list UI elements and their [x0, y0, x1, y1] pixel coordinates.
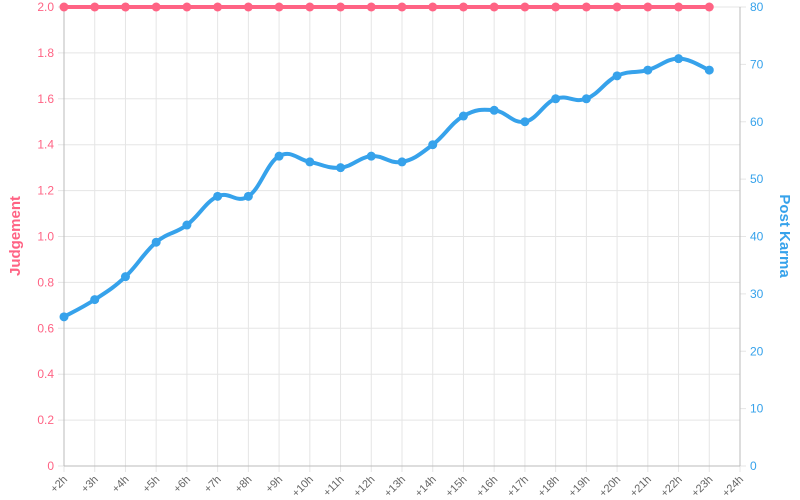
x-tick-label: +18h [536, 474, 562, 500]
data-point [274, 2, 284, 12]
data-point [120, 272, 130, 282]
x-tick-label: +2h [48, 474, 70, 496]
x-tick-label: +17h [505, 474, 531, 500]
y-tick-label: 1.0 [37, 230, 54, 244]
data-point [397, 157, 407, 167]
data-point [581, 2, 591, 12]
data-point [151, 2, 161, 12]
data-point [704, 65, 714, 75]
data-point [120, 2, 130, 12]
x-tick-label: +15h [444, 474, 470, 500]
data-point [612, 2, 622, 12]
data-point [59, 312, 69, 322]
y-tick-label: 0.4 [37, 367, 54, 381]
data-point [674, 2, 684, 12]
y2-tick-label: 70 [750, 57, 764, 71]
data-point [59, 2, 69, 12]
y2-tick-label: 20 [750, 344, 764, 358]
y-tick-label: 0 [47, 459, 54, 473]
x-tick-label: +14h [413, 474, 439, 500]
data-point [182, 220, 192, 230]
x-tick-label: +8h [233, 474, 255, 496]
y2-tick-label: 40 [750, 230, 764, 244]
data-point [458, 111, 468, 121]
x-tick-label: +6h [171, 474, 193, 496]
data-point [520, 2, 530, 12]
data-point [428, 2, 438, 12]
x-tick-label: +11h [321, 474, 346, 499]
data-point [213, 191, 223, 201]
y-tick-label: 0.2 [37, 413, 54, 427]
data-point [551, 94, 561, 104]
data-point [336, 2, 346, 12]
y-tick-label: 0.6 [37, 321, 54, 335]
x-tick-label: +22h [659, 474, 685, 500]
data-point [674, 54, 684, 64]
y2-tick-label: 0 [750, 459, 757, 473]
data-point [274, 151, 284, 161]
series-line [63, 56, 711, 319]
data-point [397, 2, 407, 12]
data-point [366, 151, 376, 161]
x-tick-label: +9h [264, 474, 286, 496]
data-point [182, 2, 192, 12]
x-tick-label: +3h [79, 474, 101, 496]
data-point [243, 191, 253, 201]
y-tick-label: 1.2 [37, 184, 54, 198]
x-tick-label: +24h [720, 474, 746, 500]
x-tick-label: +19h [566, 474, 592, 500]
y-tick-label: 1.8 [37, 46, 54, 60]
data-point [489, 2, 499, 12]
x-tick-label: +16h [474, 474, 500, 500]
y2-tick-label: 60 [750, 115, 764, 129]
data-point [520, 117, 530, 127]
data-point [643, 65, 653, 75]
data-point [213, 2, 223, 12]
data-point [489, 105, 499, 115]
data-point [458, 2, 468, 12]
y-tick-label: 1.6 [37, 92, 54, 106]
x-tick-label: +12h [351, 474, 377, 500]
y2-tick-label: 50 [750, 172, 764, 186]
y2-tick-label: 30 [750, 287, 764, 301]
data-point [305, 2, 315, 12]
data-point [581, 94, 591, 104]
x-tick-label: +4h [110, 474, 132, 496]
y2-axis-title: Post Karma [776, 194, 793, 278]
x-tick-label: +21h [628, 474, 654, 500]
x-tick-label: +10h [290, 474, 316, 500]
x-tick-label: +7h [202, 474, 224, 496]
data-point [90, 2, 100, 12]
y2-tick-label: 80 [750, 0, 764, 14]
y2-tick-label: 10 [750, 402, 764, 416]
x-tick-label: +5h [141, 474, 163, 496]
x-tick-label: +23h [689, 474, 715, 500]
y-tick-label: 2.0 [37, 0, 54, 14]
data-point [428, 140, 438, 150]
y-tick-label: 1.4 [37, 138, 54, 152]
data-point [551, 2, 561, 12]
y-axis-title: Judgement [7, 196, 24, 276]
data-point [151, 237, 161, 247]
data-point [643, 2, 653, 12]
data-point [90, 295, 100, 305]
x-tick-label: +13h [382, 474, 408, 500]
data-point [366, 2, 376, 12]
data-point [612, 71, 622, 81]
data-point [305, 157, 315, 167]
x-tick-label: +20h [597, 474, 623, 500]
y-tick-label: 0.8 [37, 275, 54, 289]
data-point [336, 163, 346, 173]
data-point [704, 2, 714, 12]
data-point [243, 2, 253, 12]
